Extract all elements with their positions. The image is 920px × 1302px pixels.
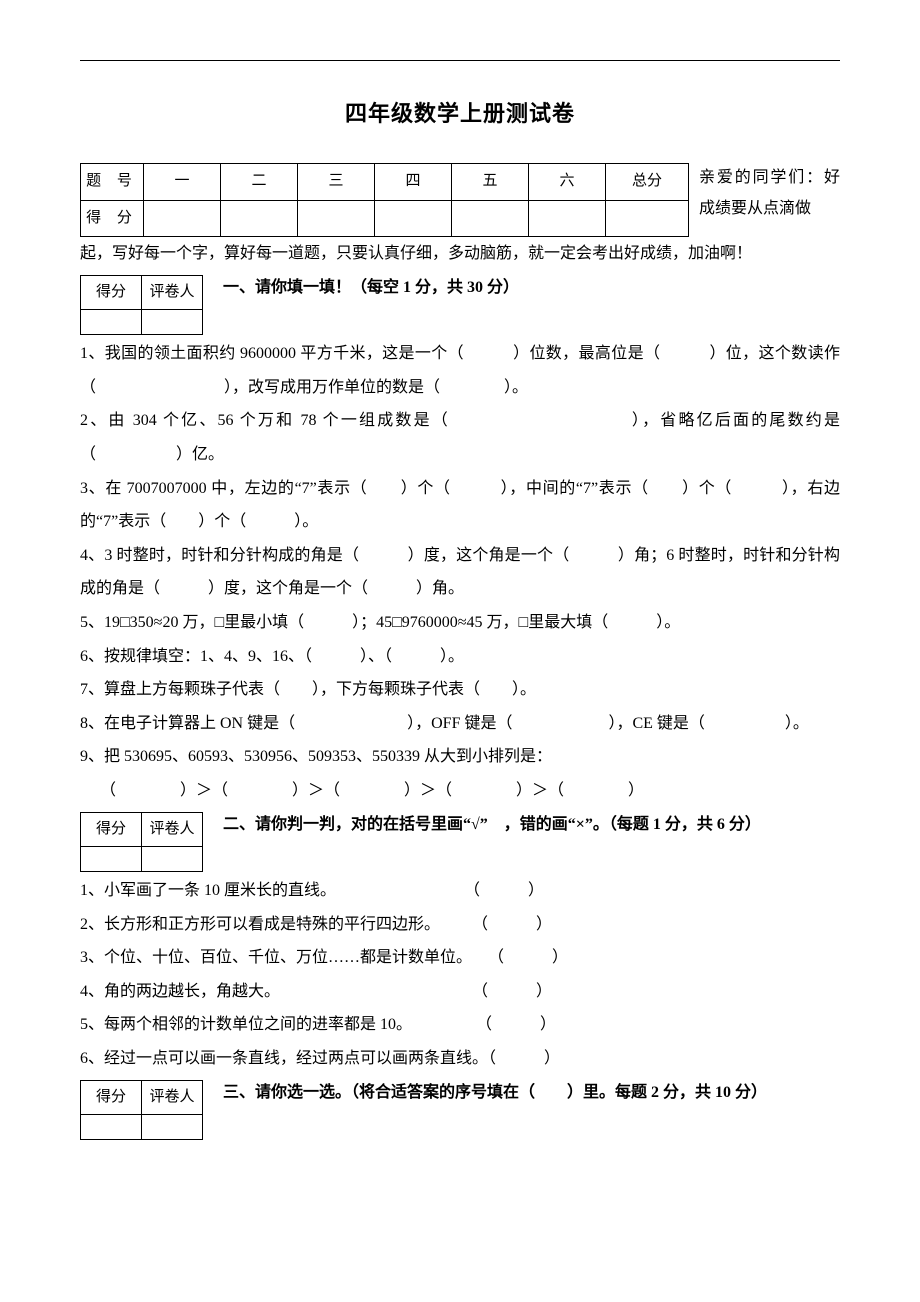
score-table-header-row: 题 号 一 二 三 四 五 六 总分 <box>81 164 689 201</box>
mini-grader-cell <box>142 1115 203 1140</box>
s1-q8: 8、在电子计算器上 ON 键是（ ），OFF 键是（ ），CE 键是（ ）。 <box>80 707 840 741</box>
s2-item-5: 5、每两个相邻的计数单位之间的进率都是 10。 （ ） <box>80 1008 840 1042</box>
score-table-score-row: 得 分 <box>81 200 689 237</box>
score-label-question: 题 号 <box>81 164 144 201</box>
s1-q4: 4、3 时整时，时针和分针构成的角是（ ）度，这个角是一个（ ）角；6 时整时，… <box>80 539 840 606</box>
top-rule <box>80 60 840 61</box>
score-col-6: 六 <box>529 164 606 201</box>
s1-q3: 3、在 7007007000 中，左边的“7”表示（ ）个（ ），中间的“7”表… <box>80 472 840 539</box>
mini-score-label: 得分 <box>81 1080 142 1115</box>
s1-q9b: （ ）＞（ ）＞（ ）＞（ ）＞（ ） <box>80 774 840 808</box>
intro-continuation: 起，写好每一个字，算好每一道题，只要认真仔细，多动脑筋，就一定会考出好成绩，加油… <box>80 237 840 271</box>
s1-q5: 5、19□350≈20 万，□里最小填（ ）；45□9760000≈45 万，□… <box>80 606 840 640</box>
score-cell <box>298 200 375 237</box>
score-cell <box>452 200 529 237</box>
score-col-1: 一 <box>144 164 221 201</box>
section-2: 得分 评卷人 二、请你判一判，对的在括号里画“√” ，错的画“×”。（每题 1 … <box>80 808 840 1076</box>
section-3: 得分 评卷人 三、请你选一选。（将合适答案的序号填在（ ）里。每题 2 分，共 … <box>80 1076 840 1143</box>
score-row: 题 号 一 二 三 四 五 六 总分 得 分 亲爱的同学们：好成绩要从点滴做 <box>80 163 840 237</box>
score-cell <box>375 200 452 237</box>
mini-score-label: 得分 <box>81 812 142 847</box>
s1-q9a: 9、把 530695、60593、530956、509353、550339 从大… <box>80 740 840 774</box>
score-label-score: 得 分 <box>81 200 144 237</box>
score-col-3: 三 <box>298 164 375 201</box>
score-col-2: 二 <box>221 164 298 201</box>
mini-score-table-3: 得分 评卷人 <box>80 1080 203 1141</box>
mini-score-table-1: 得分 评卷人 <box>80 275 203 336</box>
mini-grader-cell <box>142 847 203 872</box>
score-cell <box>529 200 606 237</box>
s2-item-3: 3、个位、十位、百位、千位、万位……都是计数单位。 （ ） <box>80 941 840 975</box>
score-table: 题 号 一 二 三 四 五 六 总分 得 分 <box>80 163 689 237</box>
score-cell <box>606 200 689 237</box>
intro-aside: 亲爱的同学们：好成绩要从点滴做 <box>689 163 840 224</box>
mini-score-cell <box>81 847 142 872</box>
s2-item-6: 6、经过一点可以画一条直线，经过两点可以画两条直线。（ ） <box>80 1042 840 1076</box>
exam-page: 四年级数学上册测试卷 题 号 一 二 三 四 五 六 总分 得 分 <box>0 0 920 1302</box>
score-col-total: 总分 <box>606 164 689 201</box>
s2-item-1: 1、小军画了一条 10 厘米长的直线。 （ ） <box>80 874 840 908</box>
mini-grader-label: 评卷人 <box>142 1080 203 1115</box>
score-cell <box>221 200 298 237</box>
s1-q2: 2、由 304 个亿、56 个万和 78 个一组成数是（ ），省略亿后面的尾数约… <box>80 404 840 471</box>
score-col-4: 四 <box>375 164 452 201</box>
section-1: 得分 评卷人 一、请你填一填！（每空 1 分，共 30 分） 1、我国的领土面积… <box>80 271 840 808</box>
s1-q6: 6、按规律填空：1、4、9、16、（ ）、（ ）。 <box>80 640 840 674</box>
mini-grader-cell <box>142 310 203 335</box>
score-col-5: 五 <box>452 164 529 201</box>
s1-q7: 7、算盘上方每颗珠子代表（ ），下方每颗珠子代表（ ）。 <box>80 673 840 707</box>
s2-item-4: 4、角的两边越长，角越大。 （ ） <box>80 975 840 1009</box>
mini-grader-label: 评卷人 <box>142 812 203 847</box>
mini-score-cell <box>81 1115 142 1140</box>
mini-score-cell <box>81 310 142 335</box>
mini-grader-label: 评卷人 <box>142 275 203 310</box>
mini-score-label: 得分 <box>81 275 142 310</box>
score-cell <box>144 200 221 237</box>
mini-score-table-2: 得分 评卷人 <box>80 812 203 873</box>
s1-q1: 1、我国的领土面积约 9600000 平方千米，这是一个（ ）位数，最高位是（ … <box>80 337 840 404</box>
s2-item-2: 2、长方形和正方形可以看成是特殊的平行四边形。 （ ） <box>80 908 840 942</box>
page-title: 四年级数学上册测试卷 <box>80 91 840 137</box>
